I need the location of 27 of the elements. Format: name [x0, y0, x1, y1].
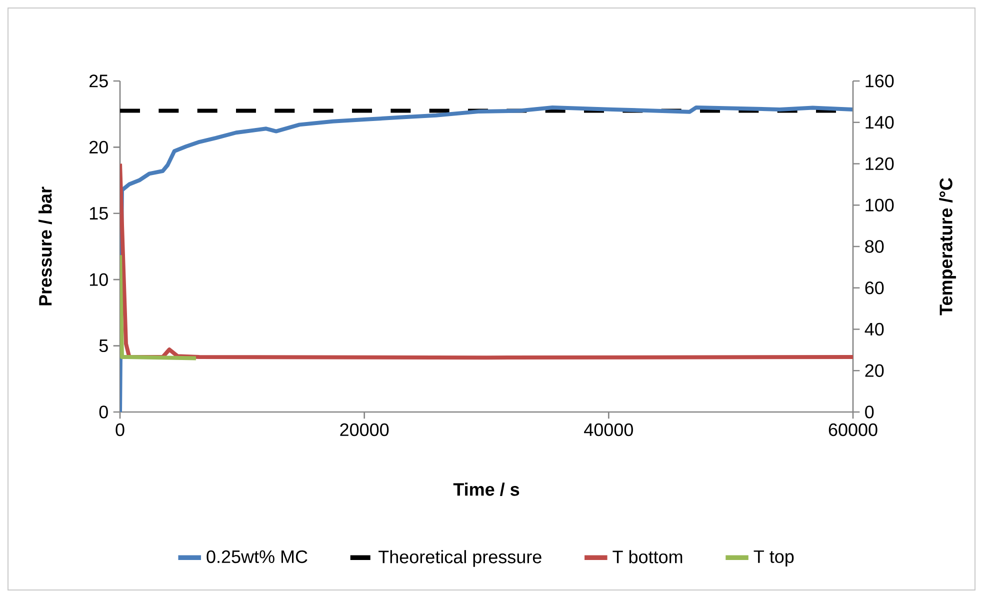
x-tick-label: 40000: [584, 423, 633, 436]
legend-label: Theoretical pressure: [378, 550, 542, 567]
y-tick-label: 25: [90, 74, 108, 88]
y-tick-label: 10: [90, 273, 108, 286]
x-tick-label: 0: [116, 423, 124, 436]
legend-label: T top: [754, 550, 794, 567]
y2-tick-label: 20: [865, 364, 884, 377]
y2-tick-label: 0: [865, 406, 874, 418]
x-tick-label: 60000: [828, 423, 878, 436]
line-series: [120, 162, 853, 360]
y2-tick-label: 60: [865, 281, 884, 294]
y2-tick-label: 120: [866, 157, 894, 170]
y-tick-label: 0: [99, 406, 108, 418]
x-axis-title: Time / s: [453, 482, 520, 496]
y2-tick-label: 40: [864, 322, 884, 336]
legend-label: T bottom: [612, 550, 682, 564]
y2-tick-label: 160: [866, 74, 894, 88]
y-tick-label: 15: [90, 207, 108, 220]
y2-tick-label: 80: [865, 240, 884, 253]
y2-axis-title: Temperature /°C: [939, 178, 956, 316]
y-tick-label: 5: [99, 340, 108, 352]
legend-label: 0.25wt% MC: [206, 550, 308, 564]
y-tick-label: 20: [90, 140, 108, 154]
y2-tick-label: 140: [866, 116, 894, 129]
y-axis-title: Pressure / bar: [38, 186, 52, 306]
y2-tick-label: 100: [866, 198, 894, 212]
x-tick-label: 20000: [340, 423, 389, 436]
